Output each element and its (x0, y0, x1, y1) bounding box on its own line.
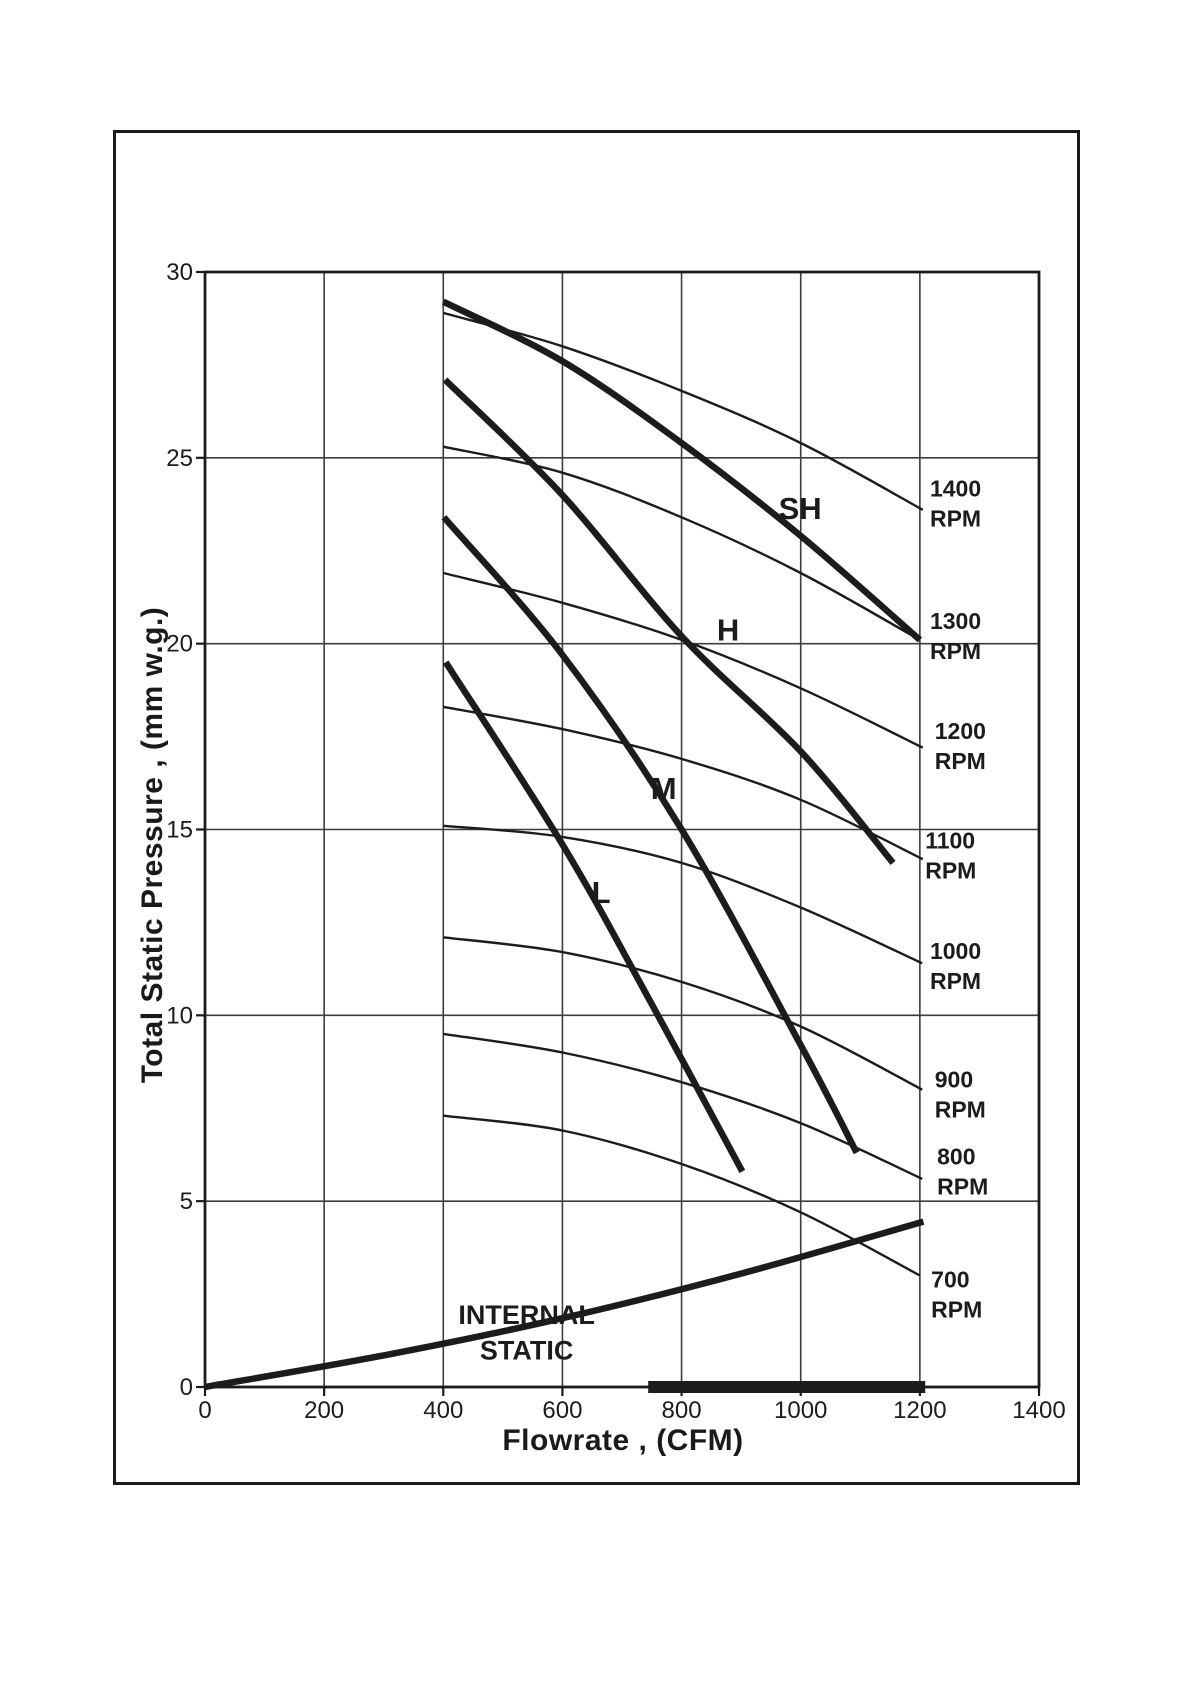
label-1400-rpm-line1: 1400 (930, 476, 981, 502)
label-1300-rpm-line1: 1300 (930, 608, 981, 634)
label-internal-static-line1: INTERNAL (458, 1300, 595, 1330)
plot-border (203, 270, 1041, 1389)
x-tick-label-800: 800 (662, 1397, 702, 1424)
label-m: M (651, 771, 677, 806)
y-tick-label-15: 15 (166, 816, 193, 843)
curve-800-rpm (443, 1032, 923, 1180)
operating-range-bar (648, 1381, 926, 1393)
x-tick-label-400: 400 (423, 1397, 463, 1424)
y-tick-label-0: 0 (180, 1374, 193, 1401)
y-tick-label-25: 25 (166, 445, 193, 472)
curve-m (441, 515, 860, 1155)
y-tick-label-20: 20 (166, 631, 193, 658)
label-1200-rpm-line1: 1200 (935, 718, 986, 744)
label-1400-rpm-line2: RPM (930, 505, 981, 531)
label-h: H (717, 612, 739, 647)
figure-border (113, 130, 1080, 1485)
label-l: L (592, 875, 611, 910)
x-tick-label-200: 200 (304, 1397, 344, 1424)
x-tick-label-600: 600 (542, 1397, 582, 1424)
label-1000-rpm-line2: RPM (930, 968, 981, 994)
curve-1100-rpm (443, 705, 924, 861)
label-1100-rpm-line2: RPM (925, 857, 976, 883)
y-tick-label-5: 5 (180, 1188, 193, 1215)
label-1100-rpm-line1: 1100 (925, 827, 975, 853)
curve-700-rpm (443, 1114, 921, 1277)
x-tick-label-1400: 1400 (1012, 1397, 1065, 1424)
curve-1400-rpm (442, 311, 924, 511)
label-internal-static-line2: STATIC (480, 1335, 574, 1365)
label-800-rpm-line1: 800 (937, 1143, 975, 1169)
curve-h (442, 377, 896, 865)
label-1300-rpm-line2: RPM (930, 638, 981, 664)
label-1000-rpm-line1: 1000 (930, 938, 981, 964)
x-tick-label-1200: 1200 (893, 1397, 946, 1424)
label-sh: SH (779, 491, 822, 526)
curve-1300-rpm (443, 445, 921, 641)
y-tick-label-30: 30 (166, 259, 193, 286)
label-800-rpm-line2: RPM (937, 1173, 988, 1199)
x-tick-label-1000: 1000 (774, 1397, 827, 1424)
label-900-rpm-line1: 900 (935, 1066, 973, 1092)
x-tick-label-0: 0 (198, 1397, 211, 1424)
label-900-rpm-line2: RPM (935, 1096, 986, 1122)
curve-900-rpm (443, 936, 923, 1091)
y-axis-title: Total Static Pressure , (mm w.g.) (136, 606, 169, 1084)
x-axis-title: Flowrate , (CFM) (502, 1424, 744, 1457)
curve-internal-static (204, 1218, 925, 1391)
curve-1000-rpm (443, 824, 923, 965)
label-700-rpm-line2: RPM (931, 1296, 982, 1322)
curve-l (442, 660, 746, 1173)
label-700-rpm-line1: 700 (931, 1266, 969, 1292)
y-tick-label-10: 10 (166, 1002, 193, 1029)
label-1200-rpm-line2: RPM (935, 748, 986, 774)
curve-sh (441, 298, 923, 643)
